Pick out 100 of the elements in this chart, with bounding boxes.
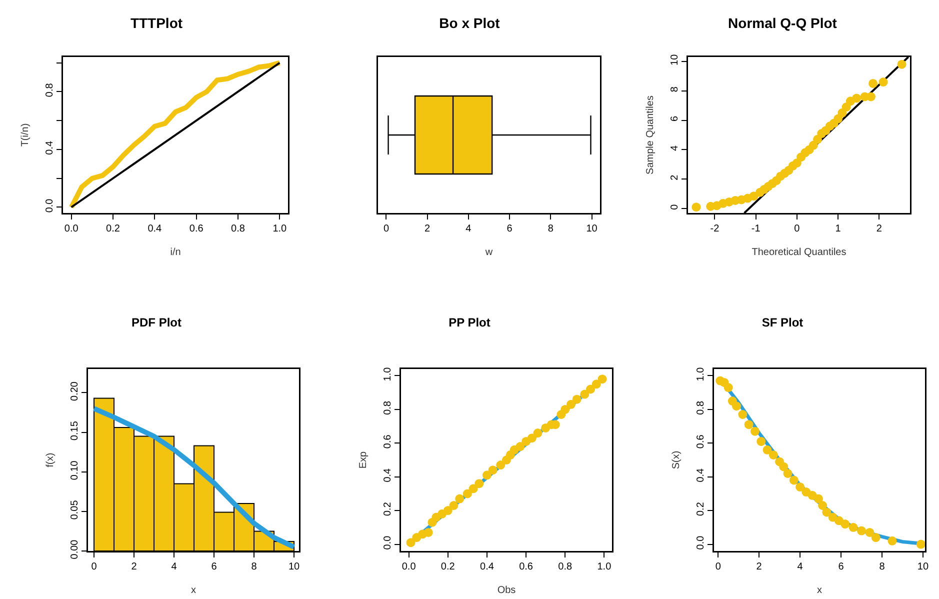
x-tick-label: 0.8: [231, 224, 246, 234]
y-tick-label: 0.6: [382, 434, 394, 449]
y-tick-label: 0.8: [382, 400, 394, 415]
x-axis-title: Theoretical Quantiles: [752, 246, 846, 258]
chart-title: TTTPlot: [130, 14, 183, 31]
chart-title: Bo x Plot: [439, 14, 500, 31]
x-tick-label: 10: [288, 562, 300, 572]
point: [840, 520, 850, 529]
x-tick-label: 0.6: [189, 224, 204, 234]
x-tick-label: 0.4: [148, 224, 162, 234]
point: [468, 484, 478, 494]
point: [818, 501, 828, 510]
x-axis-title: Obs: [497, 584, 516, 596]
x-tick-label: 4: [171, 562, 178, 572]
x-tick-label: 0: [715, 562, 722, 572]
y-tick-label: 0.10: [70, 460, 80, 480]
y-tick-label: 0.20: [70, 381, 80, 401]
x-tick-label: 0.4: [480, 562, 494, 572]
chart-title: Normal Q-Q Plot: [728, 14, 838, 31]
y-tick-label: 0.4: [696, 468, 706, 482]
y-axis-title: T(i/n): [20, 123, 31, 147]
point: [598, 374, 607, 384]
point: [848, 522, 858, 532]
y-axis-title: Exp: [358, 450, 369, 469]
point: [724, 383, 733, 392]
point: [871, 533, 880, 542]
x-tick-label: 1.0: [272, 224, 288, 234]
point: [732, 402, 742, 411]
y-tick-label: 0.0: [44, 198, 56, 213]
x-tick-label: 6: [211, 562, 218, 572]
chart-title: SF Plot: [762, 315, 804, 330]
point: [878, 78, 888, 87]
x-tick-label: 4: [466, 224, 472, 234]
point: [482, 470, 492, 480]
y-tick-label: 10: [670, 54, 680, 66]
point: [566, 400, 576, 409]
point: [455, 494, 464, 504]
y-tick-label: 0.0: [382, 535, 394, 550]
point: [496, 460, 506, 470]
point: [462, 489, 472, 498]
point: [822, 508, 832, 517]
y-tick-label: 6: [670, 116, 680, 122]
x-tick-label: 8: [548, 224, 554, 234]
x-tick-label: 8: [879, 562, 886, 572]
x-tick-label: 2: [424, 224, 431, 234]
chart-title: PDF Plot: [132, 315, 182, 330]
x-tick-label: 0.2: [106, 224, 120, 234]
y-tick-label: 1.0: [382, 366, 394, 382]
x-tick-label: 0.2: [440, 562, 456, 572]
point: [692, 202, 701, 212]
point: [916, 540, 925, 549]
point: [796, 482, 805, 492]
point: [474, 479, 484, 488]
x-tick-label: 1: [835, 224, 842, 234]
x-tick-label: -1: [751, 224, 761, 234]
x-tick-label: 10: [586, 224, 598, 234]
point: [814, 494, 823, 504]
x-axis-title: x: [191, 584, 196, 596]
point: [592, 380, 601, 389]
x-tick-label: 0: [91, 562, 98, 572]
y-tick-label: 0.00: [70, 539, 80, 560]
y-tick-label: 0.05: [70, 500, 80, 520]
y-axis-title: Sample Quantiles: [644, 96, 656, 174]
y-tick-label: 0.4: [382, 468, 394, 482]
point: [533, 428, 542, 438]
point: [857, 526, 866, 536]
x-tick-label: 0.6: [519, 562, 534, 572]
y-tick-label: 1.0: [696, 366, 706, 382]
x-tick-label: 0.8: [558, 562, 572, 572]
y-tick-label: 0.8: [696, 400, 706, 415]
point: [560, 404, 570, 414]
x-axis-title: x: [817, 584, 822, 596]
x-tick-label: 4: [797, 562, 804, 572]
point: [744, 420, 754, 430]
point: [852, 94, 862, 103]
point: [738, 410, 748, 419]
point: [516, 442, 525, 452]
x-tick-label: 10: [917, 562, 929, 572]
y-tick-label: 0.0: [696, 535, 706, 550]
point: [756, 436, 766, 446]
x-tick-label: 6: [506, 224, 513, 234]
y-tick-label: 0.15: [70, 420, 80, 441]
y-tick-label: 4: [670, 145, 680, 151]
point: [527, 434, 536, 443]
x-tick-label: -2: [710, 224, 720, 234]
x-tick-label: 0: [794, 224, 800, 234]
y-axis-title: f(x): [44, 452, 56, 468]
point: [750, 426, 760, 436]
point: [406, 538, 416, 548]
point: [888, 536, 897, 546]
point: [865, 528, 874, 537]
y-tick-label: 0.8: [44, 82, 56, 98]
point: [572, 394, 582, 404]
point: [779, 462, 788, 472]
y-tick-label: 2: [670, 174, 680, 180]
y-tick-label: 8: [670, 86, 680, 92]
x-tick-label: 8: [251, 562, 258, 572]
x-tick-label: 1.0: [597, 562, 612, 572]
point: [580, 390, 590, 399]
y-tick-label: 0.4: [44, 140, 56, 155]
